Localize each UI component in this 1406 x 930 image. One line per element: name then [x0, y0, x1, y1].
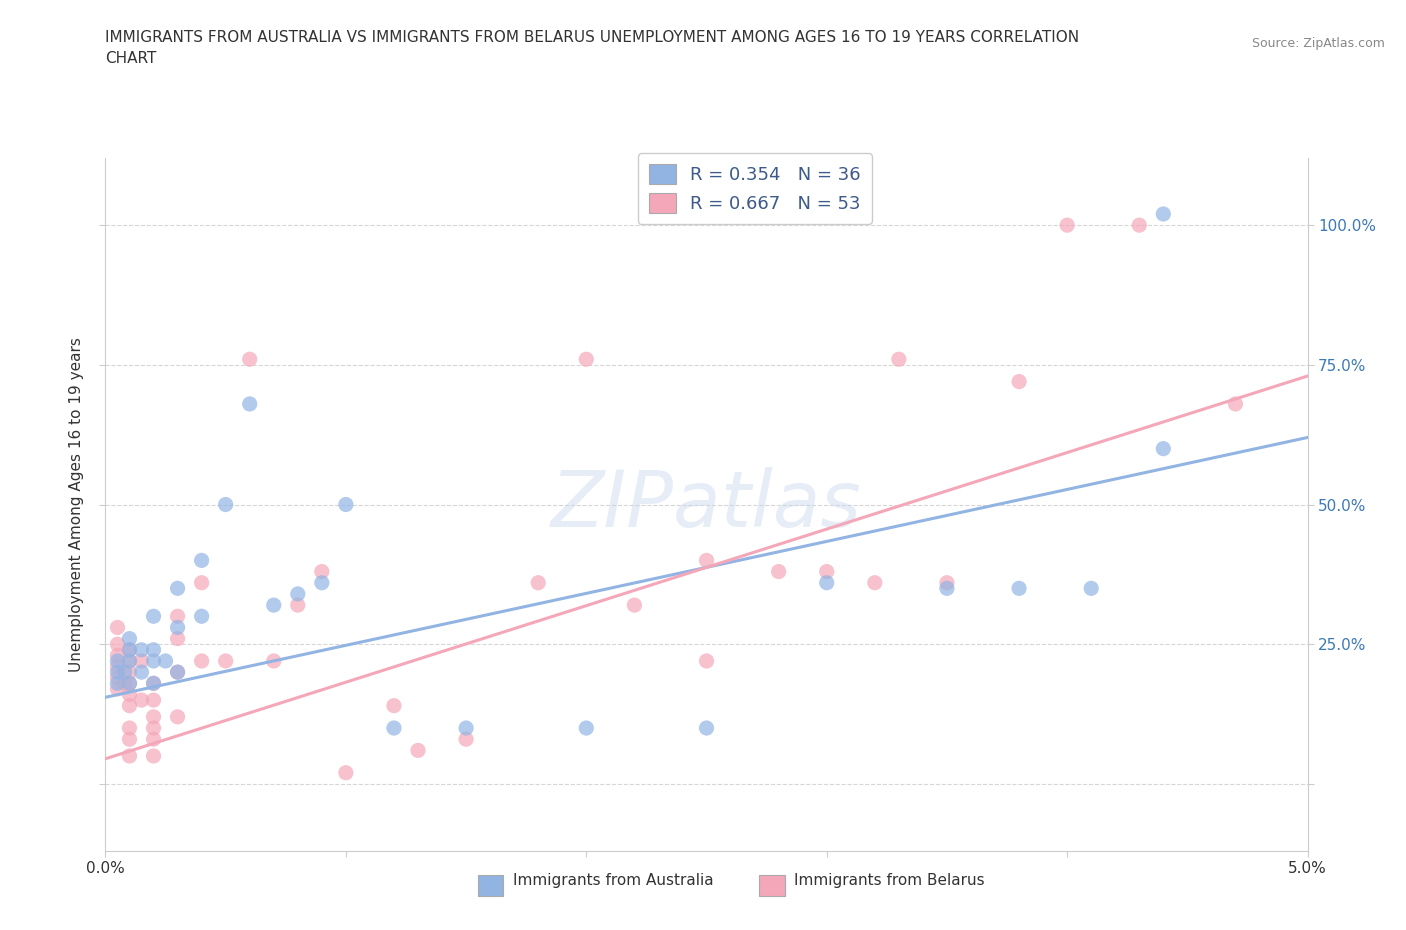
Point	[239, 352, 262, 366]
Point	[239, 396, 262, 411]
Text: Immigrants from Belarus: Immigrants from Belarus	[794, 873, 986, 888]
Point	[863, 576, 886, 591]
Point	[263, 654, 285, 669]
Point	[118, 654, 141, 669]
Point	[696, 553, 718, 568]
Point	[1128, 218, 1150, 232]
Point	[1056, 218, 1078, 232]
Point	[118, 698, 141, 713]
Point	[382, 721, 405, 736]
Point	[1152, 441, 1174, 456]
Point	[936, 581, 959, 596]
Text: Immigrants from Australia: Immigrants from Australia	[513, 873, 714, 888]
Point	[107, 682, 129, 697]
Point	[107, 671, 129, 685]
Point	[696, 654, 718, 669]
Point	[142, 654, 165, 669]
Point	[190, 553, 212, 568]
Point	[166, 710, 188, 724]
Point	[118, 654, 141, 669]
Point	[114, 665, 136, 680]
Point	[118, 676, 141, 691]
Point	[131, 693, 153, 708]
Point	[142, 693, 165, 708]
Y-axis label: Unemployment Among Ages 16 to 19 years: Unemployment Among Ages 16 to 19 years	[69, 337, 84, 672]
Point	[287, 587, 309, 602]
Point	[1008, 581, 1031, 596]
Point	[118, 631, 141, 646]
Point	[131, 665, 153, 680]
Point	[142, 732, 165, 747]
Point	[107, 665, 129, 680]
Point	[575, 352, 598, 366]
Point	[815, 565, 838, 579]
Point	[166, 665, 188, 680]
Point	[311, 565, 333, 579]
Point	[107, 659, 129, 674]
Point	[118, 676, 141, 691]
Text: Source: ZipAtlas.com: Source: ZipAtlas.com	[1251, 37, 1385, 50]
Point	[118, 732, 141, 747]
Point	[887, 352, 910, 366]
Point	[166, 609, 188, 624]
Point	[142, 643, 165, 658]
Point	[696, 721, 718, 736]
Text: CHART: CHART	[105, 51, 157, 66]
Point	[335, 498, 357, 512]
Point	[768, 565, 790, 579]
Point	[1008, 374, 1031, 389]
Point	[142, 749, 165, 764]
Point	[142, 710, 165, 724]
Point	[1080, 581, 1102, 596]
Point	[118, 643, 141, 658]
Point	[454, 721, 477, 736]
Point	[166, 631, 188, 646]
Point	[190, 576, 212, 591]
Point	[382, 698, 405, 713]
Point	[118, 687, 141, 702]
Point	[142, 609, 165, 624]
Point	[131, 643, 153, 658]
Point	[107, 637, 129, 652]
Point	[815, 576, 838, 591]
Point	[118, 665, 141, 680]
Point	[166, 581, 188, 596]
Point	[190, 654, 212, 669]
Point	[118, 643, 141, 658]
Point	[575, 721, 598, 736]
Point	[166, 620, 188, 635]
Point	[142, 721, 165, 736]
Point	[131, 654, 153, 669]
Point	[406, 743, 429, 758]
Point	[107, 620, 129, 635]
Point	[527, 576, 550, 591]
Point	[936, 576, 959, 591]
Text: IMMIGRANTS FROM AUSTRALIA VS IMMIGRANTS FROM BELARUS UNEMPLOYMENT AMONG AGES 16 : IMMIGRANTS FROM AUSTRALIA VS IMMIGRANTS …	[105, 30, 1080, 45]
Point	[1225, 396, 1247, 411]
Point	[155, 654, 177, 669]
Point	[1152, 206, 1174, 221]
Point	[287, 598, 309, 613]
Point	[263, 598, 285, 613]
Point	[623, 598, 645, 613]
Point	[142, 676, 165, 691]
Point	[107, 676, 129, 691]
Point	[118, 721, 141, 736]
Point	[142, 676, 165, 691]
Point	[311, 576, 333, 591]
Point	[454, 732, 477, 747]
Point	[214, 498, 236, 512]
Point	[190, 609, 212, 624]
Point	[107, 654, 129, 669]
Point	[166, 665, 188, 680]
Point	[114, 676, 136, 691]
Point	[335, 765, 357, 780]
Legend: R = 0.354   N = 36, R = 0.667   N = 53: R = 0.354 N = 36, R = 0.667 N = 53	[638, 153, 872, 224]
Point	[118, 749, 141, 764]
Point	[107, 648, 129, 663]
Point	[214, 654, 236, 669]
Text: ZIPatlas: ZIPatlas	[551, 467, 862, 542]
